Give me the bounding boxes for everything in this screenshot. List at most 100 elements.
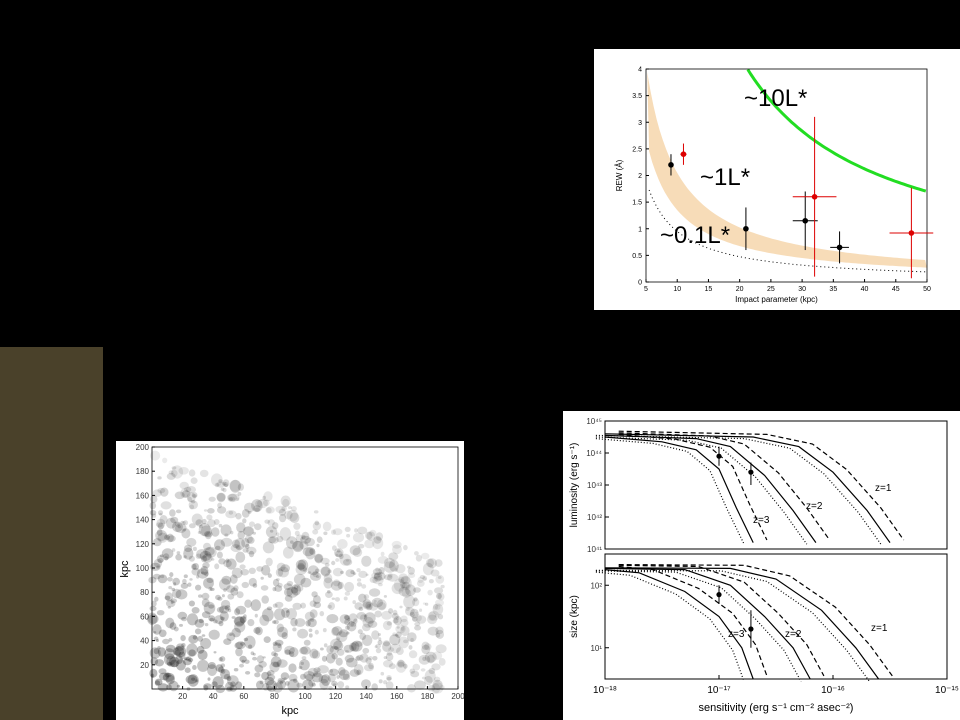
density-blob [385,681,394,690]
density-blob [247,511,252,514]
density-blob [317,665,329,674]
density-blob [175,509,182,514]
density-blob [180,488,189,498]
density-blob [217,506,227,514]
density-blob [304,611,315,621]
density-blob [436,593,442,600]
density-blob [440,584,445,589]
density-blob [349,642,357,652]
x-tick-label: 200 [451,692,464,701]
density-blob [167,535,176,542]
density-blob [354,528,358,533]
density-blob [368,656,373,661]
density-blob [250,599,261,612]
density-blob [365,531,373,540]
density-blob [154,680,160,686]
density-blob [249,521,255,527]
density-blob [342,673,351,681]
density-blob [195,679,199,683]
density-blob [223,588,227,592]
density-blob [294,530,300,536]
density-blob [153,648,160,655]
density-blob [281,632,288,640]
density-blob [414,551,419,556]
density-blob [386,621,393,626]
density-blob [251,499,263,513]
density-blob [345,625,350,630]
y-tick-label: 10⁴¹ [587,545,602,554]
density-blob [314,629,319,635]
density-blob [165,599,176,608]
sensitivity-chart-panel: z=1 z=2 z=3 z=1 z=2 z=3 10⁴¹ 10⁴² 10⁴³ 10⁴⁴ 10⁴⁵ 10… [563,411,960,720]
density-blob [359,653,369,663]
density-blob [262,608,274,622]
density-blob [236,522,246,533]
density-blob [271,651,277,657]
density-blob [331,560,336,566]
density-blob [156,518,166,529]
density-blob [186,492,196,503]
density-blob [284,645,295,655]
density-blob [180,635,186,642]
density-blob [197,531,202,534]
curve-dotted [595,436,808,545]
density-blob [245,671,251,675]
density-blob [312,529,319,535]
density-blob [274,585,283,592]
density-blob [201,518,207,525]
density-blob [374,645,378,649]
density-blob [167,606,171,609]
density-blob [211,558,215,561]
density-blob [284,595,293,602]
density-blob [267,573,272,578]
density-blob [292,627,297,632]
density-blob [285,610,289,613]
density-blob [332,528,343,536]
density-blob [294,618,306,627]
density-blob [256,566,264,572]
density-blob [428,667,436,675]
density-blob [395,564,406,574]
density-blob [348,613,358,623]
density-blob [378,679,383,684]
density-blob [337,539,348,549]
density-blob [269,536,279,544]
density-blob [242,548,249,553]
density-blob [244,502,255,513]
y-tick-label: 4 [638,67,642,74]
density-blob [235,605,247,615]
density-blob [196,645,205,654]
density-blob [301,534,306,540]
density-blob [272,682,283,693]
density-blob [228,608,232,613]
density-blob [400,626,405,631]
density-blob [381,610,393,620]
z-label: z=2 [806,501,823,512]
x-tick-label: 20 [178,692,187,701]
density-blob [355,656,361,661]
x-tick-label: 30 [798,286,806,293]
density-blob [332,579,341,587]
density-blob [173,646,185,656]
density-blob [220,668,226,674]
density-blob [434,614,438,618]
density-blob [229,574,238,584]
density-blob [169,656,180,668]
density-blob [375,532,384,541]
density-blob [345,685,350,689]
density-blob [383,680,388,685]
density-blob [380,671,385,676]
density-blob [313,595,321,605]
density-blob [327,569,332,574]
z-label: z=1 [875,483,892,494]
density-blob [212,676,224,689]
density-blob [163,553,170,561]
data-point [716,453,722,459]
density-blob [371,683,378,691]
density-blob [170,598,177,603]
density-blob [405,584,416,596]
density-blob [434,605,441,610]
density-blob [272,603,278,608]
density-blob [219,605,229,614]
density-blob [432,679,443,690]
